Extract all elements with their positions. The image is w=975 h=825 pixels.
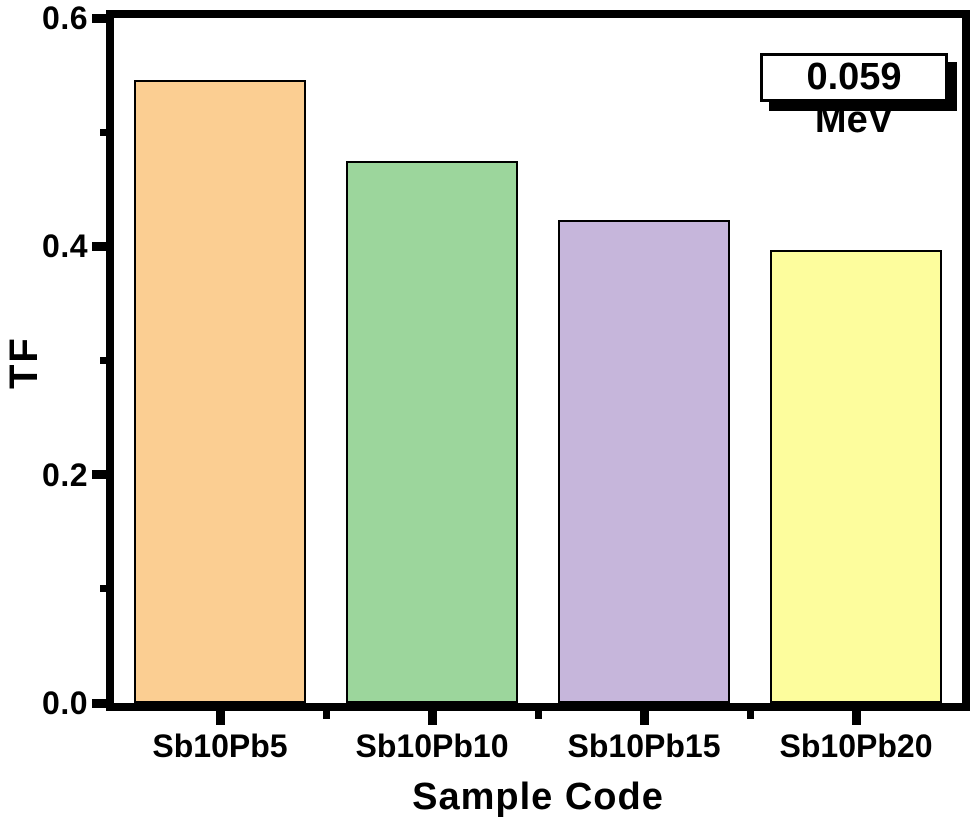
x-minor-tick <box>534 711 542 719</box>
x-minor-tick <box>746 711 754 719</box>
x-tick-label: Sb10Pb20 <box>779 728 933 764</box>
y-minor-tick <box>100 357 106 364</box>
x-major-tick <box>427 711 437 725</box>
legend-box: 0.059 MeV <box>760 53 948 141</box>
y-major-tick <box>92 698 106 708</box>
bar-sb10pb10 <box>346 161 518 703</box>
y-major-tick <box>92 470 106 480</box>
x-tick-label: Sb10Pb10 <box>355 728 509 764</box>
y-axis-title: TF <box>2 336 46 389</box>
y-major-tick <box>92 241 106 251</box>
plot-area <box>106 10 970 711</box>
x-major-tick <box>851 711 861 725</box>
x-tick-label: Sb10Pb15 <box>567 728 721 764</box>
y-major-tick <box>92 13 106 23</box>
x-tick-label: Sb10Pb5 <box>152 728 288 764</box>
x-major-tick <box>639 711 649 725</box>
bar-sb10pb20 <box>770 250 942 703</box>
x-minor-tick <box>322 711 330 719</box>
bar-sb10pb15 <box>558 220 730 703</box>
y-minor-tick <box>100 128 106 136</box>
x-axis-title: Sample Code <box>412 776 664 818</box>
bar-sb10pb5 <box>134 80 306 703</box>
y-tick-label: 0.4 <box>42 228 88 265</box>
y-tick-label: 0.6 <box>42 0 88 36</box>
y-tick-label: 0.0 <box>42 685 88 721</box>
y-minor-tick <box>100 585 106 593</box>
y-tick-label: 0.2 <box>42 456 88 493</box>
x-major-tick <box>215 711 225 725</box>
legend-label: 0.059 MeV <box>806 56 902 141</box>
